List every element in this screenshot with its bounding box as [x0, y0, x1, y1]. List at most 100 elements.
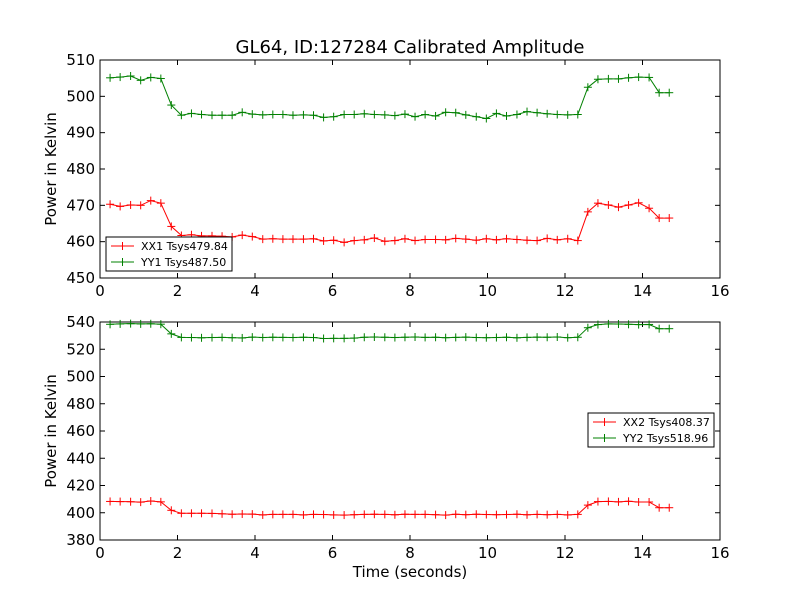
data-point-marker	[278, 510, 287, 519]
y-tick-label: 540	[66, 313, 95, 331]
data-point-marker	[634, 497, 643, 506]
data-point-marker	[431, 235, 440, 244]
data-point-marker	[482, 234, 491, 243]
data-point-marker	[278, 333, 287, 342]
data-point-marker	[634, 198, 643, 207]
data-point-marker	[543, 333, 552, 342]
data-point-marker	[665, 88, 674, 97]
data-point-marker	[563, 510, 572, 519]
data-point-marker	[451, 510, 460, 519]
data-point-marker	[177, 333, 186, 342]
data-point-marker	[421, 110, 430, 119]
data-point-marker	[451, 234, 460, 243]
legend-box	[587, 412, 715, 448]
x-tick-label: 4	[250, 544, 260, 562]
data-point-marker	[390, 236, 399, 245]
data-point-marker	[380, 237, 389, 246]
data-point-marker	[614, 203, 623, 212]
data-point-marker	[665, 503, 674, 512]
data-point-marker	[299, 333, 308, 342]
data-point-marker	[197, 333, 206, 342]
data-point-marker	[502, 510, 511, 519]
data-point-marker	[451, 108, 460, 117]
data-point-marker	[156, 497, 165, 506]
data-point-marker	[258, 333, 267, 342]
data-point-marker	[624, 200, 633, 209]
legend: XX2 Tsys408.37 YY2 Tsys518.96	[587, 412, 715, 448]
x-tick-label: 16	[710, 544, 729, 562]
data-point-marker	[593, 497, 602, 506]
data-point-marker	[400, 510, 409, 519]
data-point-marker	[411, 510, 420, 519]
data-point-marker	[146, 73, 155, 82]
data-point-marker	[258, 235, 267, 244]
data-point-marker	[146, 196, 155, 205]
x-tick-label: 8	[405, 544, 415, 562]
data-point-marker	[218, 509, 227, 518]
x-tick-label: 16	[710, 282, 729, 300]
data-point-marker	[258, 110, 267, 119]
data-point-marker	[380, 510, 389, 519]
data-point-marker	[156, 320, 165, 329]
x-tick-label: 6	[328, 544, 338, 562]
data-point-marker	[645, 204, 654, 213]
data-point-marker	[146, 319, 155, 328]
data-point-marker	[299, 235, 308, 244]
x-axis-label: Time (seconds)	[352, 563, 468, 581]
data-point-marker	[238, 231, 247, 240]
x-tick-label: 2	[173, 282, 183, 300]
legend-box	[105, 236, 233, 272]
data-point-marker	[634, 320, 643, 329]
data-point-marker	[299, 110, 308, 119]
data-point-marker	[288, 510, 297, 519]
data-point-marker	[177, 111, 186, 120]
data-point-marker	[187, 509, 196, 518]
data-point-marker	[167, 329, 176, 338]
data-point-marker	[126, 497, 135, 506]
data-point-marker	[238, 108, 247, 117]
data-point-marker	[523, 333, 532, 342]
x-tick-label: 2	[173, 544, 183, 562]
data-point-marker	[136, 498, 145, 507]
data-point-marker	[655, 88, 664, 97]
x-tick-label: 8	[405, 282, 415, 300]
data-point-marker	[482, 114, 491, 123]
data-point-marker	[207, 333, 216, 342]
x-tick-label: 10	[478, 282, 497, 300]
data-point-marker	[421, 235, 430, 244]
data-point-marker	[288, 333, 297, 342]
data-point-marker	[116, 319, 125, 328]
x-tick-label: 4	[250, 282, 260, 300]
data-point-marker	[106, 200, 115, 209]
data-point-marker	[492, 235, 501, 244]
x-tick-label: 12	[555, 282, 574, 300]
data-point-marker	[624, 320, 633, 329]
data-point-marker	[136, 76, 145, 85]
x-tick-label: 14	[633, 282, 652, 300]
x-tick-label: 0	[95, 544, 105, 562]
data-point-marker	[573, 333, 582, 342]
data-point-marker	[360, 333, 369, 342]
data-point-marker	[593, 199, 602, 208]
data-point-marker	[238, 333, 247, 342]
data-point-marker	[360, 235, 369, 244]
data-point-marker	[472, 333, 481, 342]
data-point-marker	[400, 110, 409, 119]
data-point-marker	[218, 333, 227, 342]
data-point-marker	[319, 334, 328, 343]
data-point-marker	[411, 332, 420, 341]
data-point-marker	[441, 108, 450, 117]
data-point-marker	[340, 238, 349, 247]
data-point-marker	[472, 112, 481, 121]
data-point-marker	[573, 510, 582, 519]
data-point-marker	[645, 320, 654, 329]
data-point-marker	[421, 510, 430, 519]
data-point-marker	[350, 110, 359, 119]
data-point-marker	[411, 112, 420, 121]
data-point-marker	[248, 110, 257, 119]
data-point-marker	[593, 320, 602, 329]
data-point-marker	[299, 510, 308, 519]
data-point-marker	[278, 110, 287, 119]
data-point-marker	[197, 509, 206, 518]
data-point-marker	[553, 510, 562, 519]
